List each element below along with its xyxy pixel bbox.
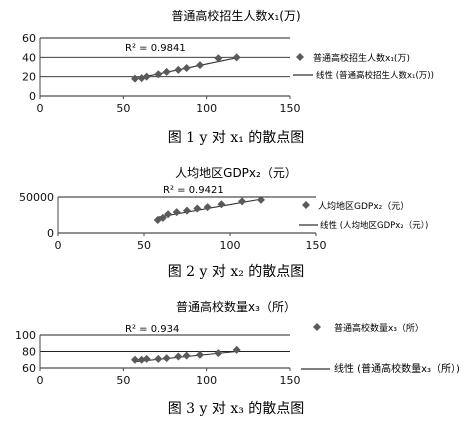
chart-1-x-tick-label: 150 xyxy=(280,102,301,115)
chart-2-data-point xyxy=(256,195,265,204)
chart-3-data-point xyxy=(196,350,204,359)
chart-2-y-tick-label: 50000 xyxy=(19,191,54,204)
chart-3-y-tick-label: 100 xyxy=(15,329,36,342)
chart-2-x-tick-label: 0 xyxy=(55,239,62,252)
chart-2-plot: 0 50000 0 50 100 150 xyxy=(19,191,327,252)
chart-2-data-point xyxy=(172,208,181,217)
chart-1-legend-trendline: 线性 (普通高校招生人数x₁(万)) xyxy=(316,70,434,81)
chart-1: 普通高校招生人数x₁(万) 0 20 40 60 0 50 100 150 R² = 0.98… xyxy=(22,8,434,146)
chart-1-data-point xyxy=(162,67,171,76)
chart-1-legend-series: 普通高校招生人数x₁(万) xyxy=(313,52,410,64)
chart-3-legend: 普通高校数量x₃（所） 线性 (普通高校数量x₃（所）) xyxy=(301,322,460,375)
chart-3-r2-label: R² = 0.934 xyxy=(125,324,179,335)
chart-3-data-point xyxy=(214,349,223,358)
chart-1-data-point xyxy=(154,70,163,79)
chart-1-title: 普通高校招生人数x₁(万) xyxy=(171,8,300,23)
chart-3-plot: 60 80 100 0 50 100 150 xyxy=(15,329,301,387)
chart-3-data-point xyxy=(162,354,171,363)
chart-2-caption: 图 2 y 对 x₂ 的散点图 xyxy=(168,264,305,280)
chart-3-data-point xyxy=(232,345,241,354)
chart-3-x-tick-label: 150 xyxy=(280,374,301,387)
chart-1-x-tick-label: 50 xyxy=(116,102,130,115)
chart-2-data-point xyxy=(164,210,173,219)
chart-2-data-point xyxy=(193,204,202,213)
chart-3-data-point xyxy=(142,354,151,363)
chart-1-data-point xyxy=(131,74,139,83)
chart-3-x-tick-label: 50 xyxy=(116,374,130,387)
chart-3-data-point xyxy=(131,355,139,364)
chart-3-y-tick-label: 60 xyxy=(22,362,36,375)
chart-1-legend-marker-icon xyxy=(296,53,304,61)
chart-3-caption: 图 3 y 对 x₃ 的散点图 xyxy=(168,401,305,417)
chart-2-data-point xyxy=(158,213,167,222)
chart-2-x-tick-label: 50 xyxy=(137,239,151,252)
chart-1-y-tick-label: 60 xyxy=(22,32,36,45)
chart-3-x-tick-label: 100 xyxy=(196,374,217,387)
chart-3-legend-trendline: 线性 (普通高校数量x₃（所）) xyxy=(334,362,460,375)
chart-1-y-tick-label: 20 xyxy=(22,71,36,84)
chart-3-legend-series: 普通高校数量x₃（所） xyxy=(334,322,424,334)
chart-2-data-point xyxy=(238,197,247,206)
chart-3-data-point xyxy=(174,352,183,361)
chart-3-legend-marker-icon xyxy=(313,323,321,331)
chart-1-data-point xyxy=(174,65,183,74)
chart-3-x-tick-label: 0 xyxy=(37,374,44,387)
chart-1-y-tick-label: 40 xyxy=(22,51,36,64)
chart-2-legend-trendline: 线性 (人均地区GDPx₂（元）) xyxy=(320,220,428,231)
chart-1-data-point xyxy=(182,63,191,72)
chart-1-x-tick-label: 0 xyxy=(37,102,44,115)
chart-1-data-point xyxy=(142,72,151,81)
chart-2-data-point xyxy=(203,203,212,212)
chart-2: 人均地区GDPx₂（元） 0 50000 0 50 100 150 R² = 0.9421… xyxy=(19,166,428,280)
chart-2-data-point xyxy=(217,200,226,209)
chart-2-x-tick-label: 100 xyxy=(220,239,241,252)
chart-1-caption: 图 1 y 对 x₁ 的散点图 xyxy=(168,130,305,146)
chart-2-y-tick-label: 0 xyxy=(47,227,54,240)
chart-2-legend-series: 人均地区GDPx₂（元） xyxy=(318,200,409,212)
chart-2-legend: 人均地区GDPx₂（元） 线性 (人均地区GDPx₂（元）) xyxy=(299,200,428,231)
chart-3-y-tick-label: 80 xyxy=(22,346,36,359)
chart-1-data-point xyxy=(214,54,223,63)
chart-1-r2-label: R² = 0.9841 xyxy=(125,43,186,54)
chart-1-x-tick-label: 100 xyxy=(196,102,217,115)
chart-2-data-point xyxy=(183,206,191,215)
chart-1-legend: 普通高校招生人数x₁(万) 线性 (普通高校招生人数x₁(万)) xyxy=(293,52,434,81)
chart-2-legend-marker-icon xyxy=(302,201,310,209)
chart-1-y-tick-label: 0 xyxy=(29,90,36,103)
chart-3-title: 普通高校数量x₃（所） xyxy=(176,299,296,314)
chart-3-data-point xyxy=(182,351,191,360)
chart-1-data-point xyxy=(196,61,204,70)
chart-1-data-point xyxy=(232,53,241,62)
chart-1-plot: 0 20 40 60 0 50 100 150 xyxy=(22,32,301,115)
chart-2-x-tick-label: 150 xyxy=(306,239,327,252)
chart-3-data-point xyxy=(137,355,146,364)
chart-2-title: 人均地区GDPx₂（元） xyxy=(175,166,297,180)
chart-3-data-point xyxy=(154,354,163,363)
chart-2-r2-label: R² = 0.9421 xyxy=(163,185,224,196)
